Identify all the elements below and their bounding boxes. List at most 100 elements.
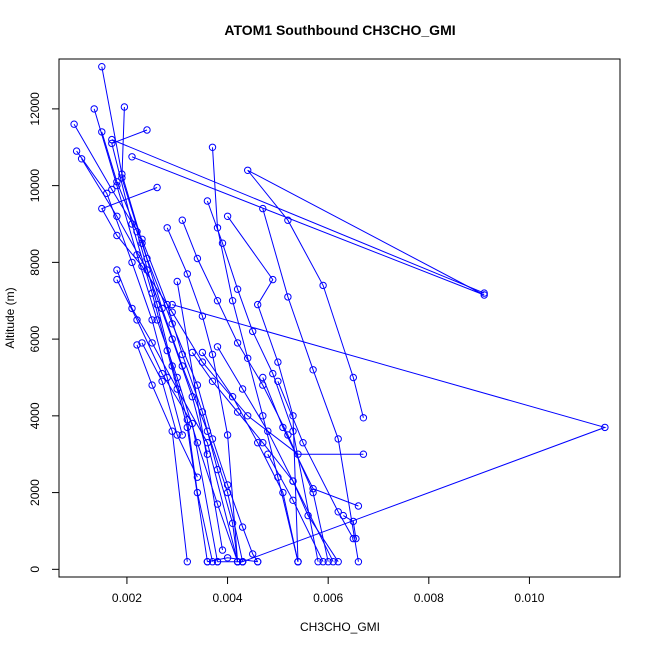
- data-point: [249, 327, 257, 336]
- y-axis-label: Altitude (m): [3, 287, 17, 348]
- data-point: [108, 139, 116, 148]
- data-point: [334, 558, 342, 566]
- data-point: [274, 377, 282, 385]
- data-point: [334, 508, 342, 516]
- data-point: [213, 558, 222, 566]
- data-point: [183, 270, 192, 278]
- data-point: [228, 297, 237, 305]
- data-point: [254, 558, 262, 566]
- data-point: [601, 423, 609, 432]
- data-point: [233, 285, 242, 293]
- data-point: [254, 300, 262, 309]
- data-point: [128, 258, 136, 267]
- data-point: [244, 354, 252, 362]
- data-point: [264, 450, 272, 458]
- series-line: [227, 216, 299, 562]
- data-point: [274, 358, 282, 366]
- data-point: [98, 128, 106, 136]
- data-point: [158, 377, 166, 385]
- series-line: [206, 200, 319, 562]
- series-32: [168, 300, 609, 566]
- series-line: [343, 515, 357, 539]
- data-point: [143, 254, 151, 263]
- y-tick-label: 12000: [28, 92, 42, 126]
- series-line: [277, 381, 354, 539]
- data-point: [259, 204, 267, 213]
- data-point: [309, 485, 317, 493]
- data-point: [128, 304, 136, 313]
- series-line: [76, 150, 183, 436]
- data-point: [319, 558, 327, 566]
- data-point: [259, 412, 267, 420]
- data-point: [279, 488, 287, 497]
- data-point: [108, 185, 116, 194]
- data-point: [77, 155, 86, 163]
- data-point: [294, 558, 302, 566]
- data-point: [264, 427, 272, 435]
- series-line: [191, 352, 339, 562]
- data-point: [284, 293, 292, 301]
- series-line: [111, 129, 208, 562]
- data-point: [128, 220, 136, 228]
- x-tick-label: 0.004: [213, 591, 243, 605]
- data-point: [163, 224, 171, 232]
- x-axis-label: CH3CHO_GMI: [300, 620, 380, 634]
- data-point: [168, 362, 176, 370]
- series-line: [101, 66, 259, 562]
- series-line: [131, 156, 485, 418]
- series-21: [138, 339, 202, 481]
- data-point: [238, 385, 247, 393]
- series-line: [217, 346, 334, 562]
- data-point: [148, 381, 156, 389]
- data-point: [193, 254, 202, 263]
- series-10: [128, 153, 488, 422]
- series-25: [259, 373, 363, 510]
- data-point: [208, 377, 217, 385]
- series-line: [172, 304, 607, 563]
- data-point: [223, 481, 232, 489]
- series-3: [90, 105, 242, 566]
- series-7: [208, 143, 302, 566]
- data-point: [193, 488, 202, 497]
- series-24: [213, 343, 337, 566]
- data-point: [334, 435, 342, 443]
- data-point: [138, 262, 146, 270]
- data-point: [480, 289, 488, 297]
- x-tick-label: 0.008: [414, 591, 444, 605]
- data-point: [183, 423, 192, 432]
- series-line: [81, 158, 208, 455]
- data-point: [213, 343, 222, 351]
- data-point: [178, 350, 187, 359]
- series-13: [203, 197, 322, 566]
- data-point: [223, 212, 232, 221]
- series-line: [207, 557, 258, 563]
- data-point: [218, 239, 227, 247]
- data-point: [309, 366, 317, 374]
- data-point: [354, 558, 363, 566]
- series-line: [262, 208, 359, 562]
- data-point: [329, 558, 337, 566]
- series-30: [264, 450, 327, 566]
- series-line: [121, 106, 244, 562]
- data-point: [259, 439, 267, 447]
- data-point: [143, 126, 151, 134]
- data-point: [233, 339, 242, 347]
- data-point: [178, 431, 187, 439]
- data-point: [238, 558, 247, 566]
- data-point: [188, 393, 197, 401]
- data-point: [238, 523, 247, 531]
- data-point: [228, 393, 237, 401]
- series-5: [108, 126, 212, 566]
- data-point: [188, 419, 197, 428]
- series-line: [136, 344, 188, 562]
- y-tick-label: 8000: [28, 249, 42, 276]
- series-line: [101, 187, 364, 455]
- series-line: [267, 453, 324, 562]
- series-line: [111, 139, 485, 294]
- data-point: [133, 228, 141, 236]
- data-point: [168, 308, 176, 316]
- data-point: [208, 350, 217, 359]
- y-tick-label: 2000: [28, 479, 42, 506]
- data-point: [223, 554, 232, 562]
- y-tick-label: 0: [28, 566, 42, 573]
